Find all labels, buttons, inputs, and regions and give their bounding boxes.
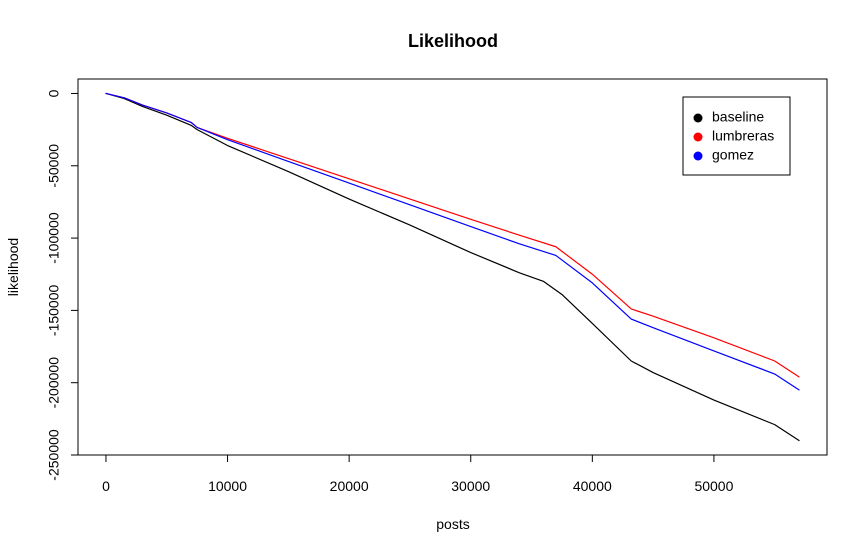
y-tick-label: -100000	[46, 212, 62, 264]
legend-label-lumbreras: lumbreras	[712, 128, 774, 144]
x-tick-label: 10000	[208, 478, 247, 494]
x-axis: 0 10000 20000 30000 40000 50000	[102, 454, 734, 494]
x-tick-label: 20000	[330, 478, 369, 494]
legend-marker-gomez	[693, 151, 703, 161]
y-axis: 0 -50000 -100000 -150000 -200000 -250000	[46, 89, 79, 481]
x-tick-label: 40000	[573, 478, 612, 494]
legend-label-baseline: baseline	[712, 109, 764, 125]
legend: baseline lumbreras gomez	[682, 96, 791, 176]
legend-label-gomez: gomez	[712, 147, 754, 163]
y-axis-label: likelihood	[5, 238, 21, 296]
x-axis-label: posts	[436, 516, 469, 532]
x-tick-label: 30000	[451, 478, 490, 494]
legend-marker-lumbreras	[693, 132, 703, 142]
chart-title: Likelihood	[408, 31, 498, 51]
series-line-gomez	[105, 92, 800, 391]
x-tick-label: 50000	[694, 478, 733, 494]
legend-marker-baseline	[693, 113, 703, 123]
series-line-baseline	[105, 92, 800, 442]
x-tick-label: 0	[102, 478, 110, 494]
y-tick-label: -200000	[46, 357, 62, 409]
y-tick-label: -50000	[46, 144, 62, 188]
y-tick-label: -150000	[46, 284, 62, 336]
y-tick-label: -250000	[46, 429, 62, 481]
series-layer	[105, 92, 800, 442]
y-tick-label: 0	[46, 89, 62, 97]
